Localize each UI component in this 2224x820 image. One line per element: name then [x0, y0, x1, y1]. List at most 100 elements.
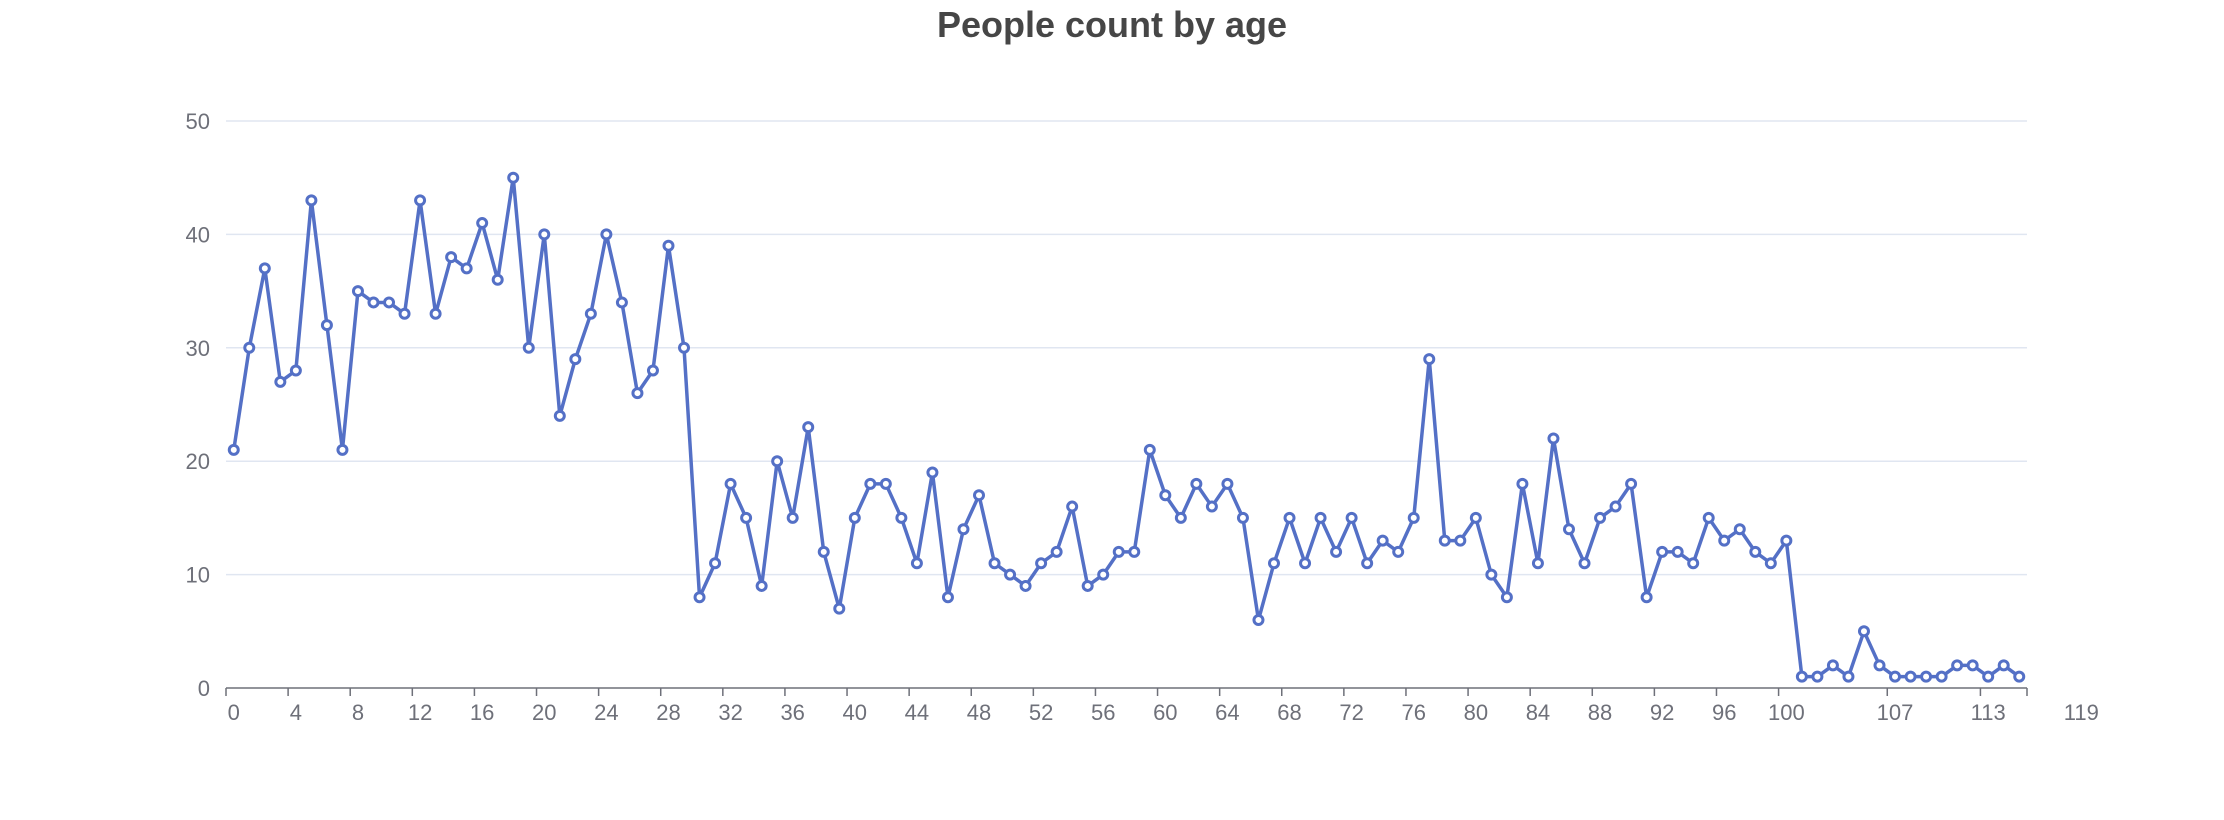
data-point[interactable] — [817, 545, 830, 558]
data-point[interactable] — [1702, 511, 1715, 524]
data-point[interactable] — [445, 251, 458, 264]
data-point[interactable] — [460, 262, 473, 275]
data-point[interactable] — [1640, 591, 1653, 604]
data-point[interactable] — [1423, 353, 1436, 366]
data-point[interactable] — [320, 319, 333, 332]
data-point[interactable] — [662, 239, 675, 252]
data-point[interactable] — [1594, 511, 1607, 524]
data-point[interactable] — [1516, 477, 1529, 490]
data-point[interactable] — [1935, 670, 1948, 683]
data-point[interactable] — [227, 443, 240, 456]
data-point[interactable] — [1842, 670, 1855, 683]
data-point[interactable] — [879, 477, 892, 490]
data-point[interactable] — [1221, 477, 1234, 490]
data-point[interactable] — [802, 421, 815, 434]
data-point[interactable] — [1671, 545, 1684, 558]
data-point[interactable] — [1050, 545, 1063, 558]
data-point[interactable] — [1733, 523, 1746, 536]
data-point[interactable] — [926, 466, 939, 479]
data-point[interactable] — [1578, 557, 1591, 570]
data-point[interactable] — [1392, 545, 1405, 558]
data-point[interactable] — [305, 194, 318, 207]
data-point[interactable] — [1780, 534, 1793, 547]
data-point[interactable] — [724, 477, 737, 490]
data-point[interactable] — [1299, 557, 1312, 570]
data-point[interactable] — [1283, 511, 1296, 524]
data-point[interactable] — [1904, 670, 1917, 683]
data-point[interactable] — [1873, 659, 1886, 672]
data-point[interactable] — [1236, 511, 1249, 524]
data-point[interactable] — [988, 557, 1001, 570]
data-point[interactable] — [1656, 545, 1669, 558]
data-point[interactable] — [895, 511, 908, 524]
data-point[interactable] — [631, 387, 644, 400]
data-point[interactable] — [740, 511, 753, 524]
data-point[interactable] — [1035, 557, 1048, 570]
data-point[interactable] — [1407, 511, 1420, 524]
data-point[interactable] — [289, 364, 302, 377]
data-point[interactable] — [693, 591, 706, 604]
data-point[interactable] — [243, 341, 256, 354]
data-point[interactable] — [1004, 568, 1017, 581]
data-point[interactable] — [1019, 579, 1032, 592]
data-point[interactable] — [1951, 659, 1964, 672]
data-point[interactable] — [569, 353, 582, 366]
data-point[interactable] — [258, 262, 271, 275]
data-point[interactable] — [553, 409, 566, 422]
data-point[interactable] — [522, 341, 535, 354]
data-point[interactable] — [1500, 591, 1513, 604]
data-point[interactable] — [678, 341, 691, 354]
data-point[interactable] — [1454, 534, 1467, 547]
data-point[interactable] — [1687, 557, 1700, 570]
data-point[interactable] — [1811, 670, 1824, 683]
data-point[interactable] — [1345, 511, 1358, 524]
data-point[interactable] — [771, 455, 784, 468]
data-point[interactable] — [1252, 613, 1265, 626]
data-point[interactable] — [414, 194, 427, 207]
data-point[interactable] — [1066, 500, 1079, 513]
data-point[interactable] — [538, 228, 551, 241]
data-point[interactable] — [1718, 534, 1731, 547]
data-point[interactable] — [1889, 670, 1902, 683]
data-point[interactable] — [973, 489, 986, 502]
data-point[interactable] — [336, 443, 349, 456]
data-point[interactable] — [351, 285, 364, 298]
data-point[interactable] — [1361, 557, 1374, 570]
data-point[interactable] — [1531, 557, 1544, 570]
data-point[interactable] — [1966, 659, 1979, 672]
data-point[interactable] — [1376, 534, 1389, 547]
data-point[interactable] — [1112, 545, 1125, 558]
data-point[interactable] — [1609, 500, 1622, 513]
data-point[interactable] — [1159, 489, 1172, 502]
data-point[interactable] — [274, 375, 287, 388]
data-point[interactable] — [491, 273, 504, 286]
data-point[interactable] — [1749, 545, 1762, 558]
data-point[interactable] — [600, 228, 613, 241]
data-point[interactable] — [755, 579, 768, 592]
data-point[interactable] — [1190, 477, 1203, 490]
data-point[interactable] — [864, 477, 877, 490]
data-point[interactable] — [646, 364, 659, 377]
data-point[interactable] — [910, 557, 923, 570]
data-point[interactable] — [1081, 579, 1094, 592]
data-point[interactable] — [1982, 670, 1995, 683]
data-point[interactable] — [1174, 511, 1187, 524]
data-point[interactable] — [1826, 659, 1839, 672]
data-point[interactable] — [429, 307, 442, 320]
data-point[interactable] — [584, 307, 597, 320]
data-point[interactable] — [1547, 432, 1560, 445]
data-point[interactable] — [1128, 545, 1141, 558]
data-point[interactable] — [1485, 568, 1498, 581]
data-point[interactable] — [1920, 670, 1933, 683]
data-point[interactable] — [1143, 443, 1156, 456]
data-point[interactable] — [709, 557, 722, 570]
data-point[interactable] — [1562, 523, 1575, 536]
data-point[interactable] — [383, 296, 396, 309]
data-point[interactable] — [2013, 670, 2026, 683]
data-point[interactable] — [848, 511, 861, 524]
data-point[interactable] — [1469, 511, 1482, 524]
data-point[interactable] — [1764, 557, 1777, 570]
data-point[interactable] — [941, 591, 954, 604]
data-point[interactable] — [957, 523, 970, 536]
data-point[interactable] — [1857, 625, 1870, 638]
